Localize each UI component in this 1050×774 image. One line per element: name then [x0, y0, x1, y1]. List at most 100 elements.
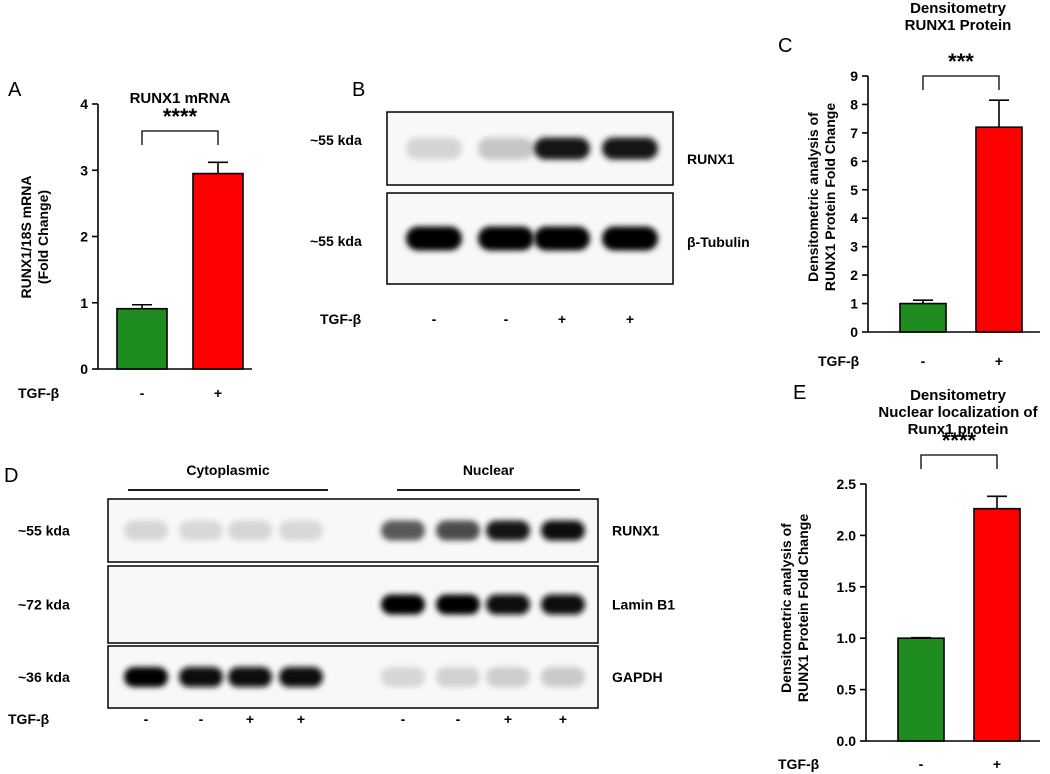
y-tick-label: 0.0: [837, 733, 857, 749]
category-label: -: [919, 756, 924, 772]
blot-band: [179, 520, 223, 541]
blot-band: [381, 594, 425, 615]
blot-band: [478, 137, 534, 160]
bar-control: [897, 637, 945, 742]
y-axis-label: RUNX1 Protein Fold Change: [795, 514, 811, 702]
blot-band: [381, 520, 425, 541]
y-tick-label: 8: [850, 96, 858, 112]
category-label: -: [921, 353, 926, 369]
blot-band: [381, 667, 425, 687]
significance-stars: ***: [948, 49, 974, 74]
significance-bracket: [141, 130, 219, 145]
significance-stars: ****: [163, 104, 198, 129]
lane-label: -: [432, 311, 437, 327]
y-tick-label: 0.5: [837, 682, 857, 698]
y-axis-label: (Fold Change): [35, 190, 51, 284]
panel-a: A RUNX1 mRNA RUNX1/18S mRNA (Fold Change) 0…: [8, 79, 252, 401]
blot-band: [228, 520, 272, 541]
panel-letter-e: E: [793, 382, 806, 404]
blot-band: [478, 226, 534, 251]
lane-label: +: [558, 311, 566, 327]
y-tick-label: 7: [850, 125, 858, 141]
chart-title: Nuclear localization of: [878, 404, 1038, 421]
bar-tgf-beta: [975, 126, 1023, 333]
chart-title: Runx1 protein: [908, 421, 1009, 438]
y-tick-label: 9: [850, 68, 858, 84]
blot-band: [179, 667, 223, 687]
category-label: +: [993, 756, 1001, 772]
condition-row-label: TGF-β: [778, 756, 820, 772]
significance-stars: ****: [942, 428, 977, 453]
y-tick-label: 6: [850, 153, 858, 169]
y-tick-label: 1.0: [837, 630, 857, 646]
y-tick-label: 0: [80, 361, 88, 377]
y-tick-label: 4: [850, 210, 858, 226]
y-tick-label: 2.5: [837, 476, 857, 492]
lane-label: -: [504, 311, 509, 327]
y-tick-label: 1: [850, 296, 858, 312]
lane-label: +: [559, 711, 567, 727]
molecular-weight-label: ~36 kda: [18, 669, 70, 685]
blot-band: [541, 594, 585, 615]
category-label: +: [214, 385, 222, 401]
lane-label: +: [626, 311, 634, 327]
condition-row-label: TGF-β: [18, 385, 60, 401]
molecular-weight-label: ~55 kda: [18, 523, 70, 539]
blot-band: [436, 594, 480, 615]
protein-label: GAPDH: [612, 669, 663, 685]
y-tick-label: 3: [80, 162, 88, 178]
panel-letter-b: B: [352, 79, 365, 101]
bar-control: [899, 302, 947, 333]
panel-letter-c: C: [778, 35, 792, 57]
blot-band: [541, 520, 585, 541]
condition-row-label: TGF-β: [8, 711, 50, 727]
panel-d-western-blot: D Cytoplasmic Nuclear ~55 kda RUNX1 ~72 kda L…: [4, 462, 675, 727]
fraction-label: Cytoplasmic: [186, 462, 269, 478]
lane-label: -: [199, 711, 204, 727]
blot-band: [124, 667, 168, 687]
panel-b-western-blot: B ~55 kda RUNX1 ~55 kda β-Tubulin TGF-β - - + +: [310, 79, 750, 327]
y-axis-label: Densitometric analysis of: [805, 112, 821, 282]
lane-label: +: [297, 711, 305, 727]
y-axis-label: RUNX1 Protein Fold Change: [822, 103, 838, 291]
blot-band: [534, 137, 590, 160]
bar-tgf-beta: [192, 172, 244, 370]
blot-band: [541, 667, 585, 687]
bar-tgf-beta: [973, 507, 1021, 742]
molecular-weight-label: ~72 kda: [18, 597, 70, 613]
y-axis-label: RUNX1/18S mRNA: [18, 176, 34, 299]
blot-band: [124, 520, 168, 541]
y-axis-label: Densitometric analysis of: [778, 523, 794, 693]
y-tick-label: 2: [80, 229, 88, 245]
significance-bracket: [920, 454, 998, 469]
fraction-label: Nuclear: [463, 462, 515, 478]
condition-row-label: TGF-β: [818, 353, 860, 369]
chart-title: Densitometry: [910, 0, 1007, 17]
blot-band: [279, 667, 323, 687]
chart-title: Densitometry: [910, 387, 1007, 404]
y-tick-label: 3: [850, 239, 858, 255]
y-tick-label: 1: [80, 295, 88, 311]
blot-band: [602, 226, 658, 251]
panel-letter-a: A: [8, 79, 22, 101]
condition-row-label: TGF-β: [320, 311, 362, 327]
blot-band: [436, 667, 480, 687]
chart-title: RUNX1 Protein: [905, 17, 1012, 34]
blot-band: [406, 137, 462, 160]
y-tick-label: 0: [850, 324, 858, 340]
y-tick-label: 2: [850, 267, 858, 283]
lane-label: -: [456, 711, 461, 727]
blot-band: [534, 226, 590, 251]
blot-band: [486, 520, 530, 541]
blot-band: [436, 520, 480, 541]
category-label: +: [995, 353, 1003, 369]
y-tick-label: 1.5: [837, 579, 857, 595]
y-tick-label: 5: [850, 182, 858, 198]
protein-label: Lamin B1: [612, 597, 675, 613]
panel-letter-d: D: [4, 465, 18, 487]
bar-control: [116, 307, 168, 370]
blot-band: [486, 667, 530, 687]
y-tick-label: 4: [80, 96, 88, 112]
